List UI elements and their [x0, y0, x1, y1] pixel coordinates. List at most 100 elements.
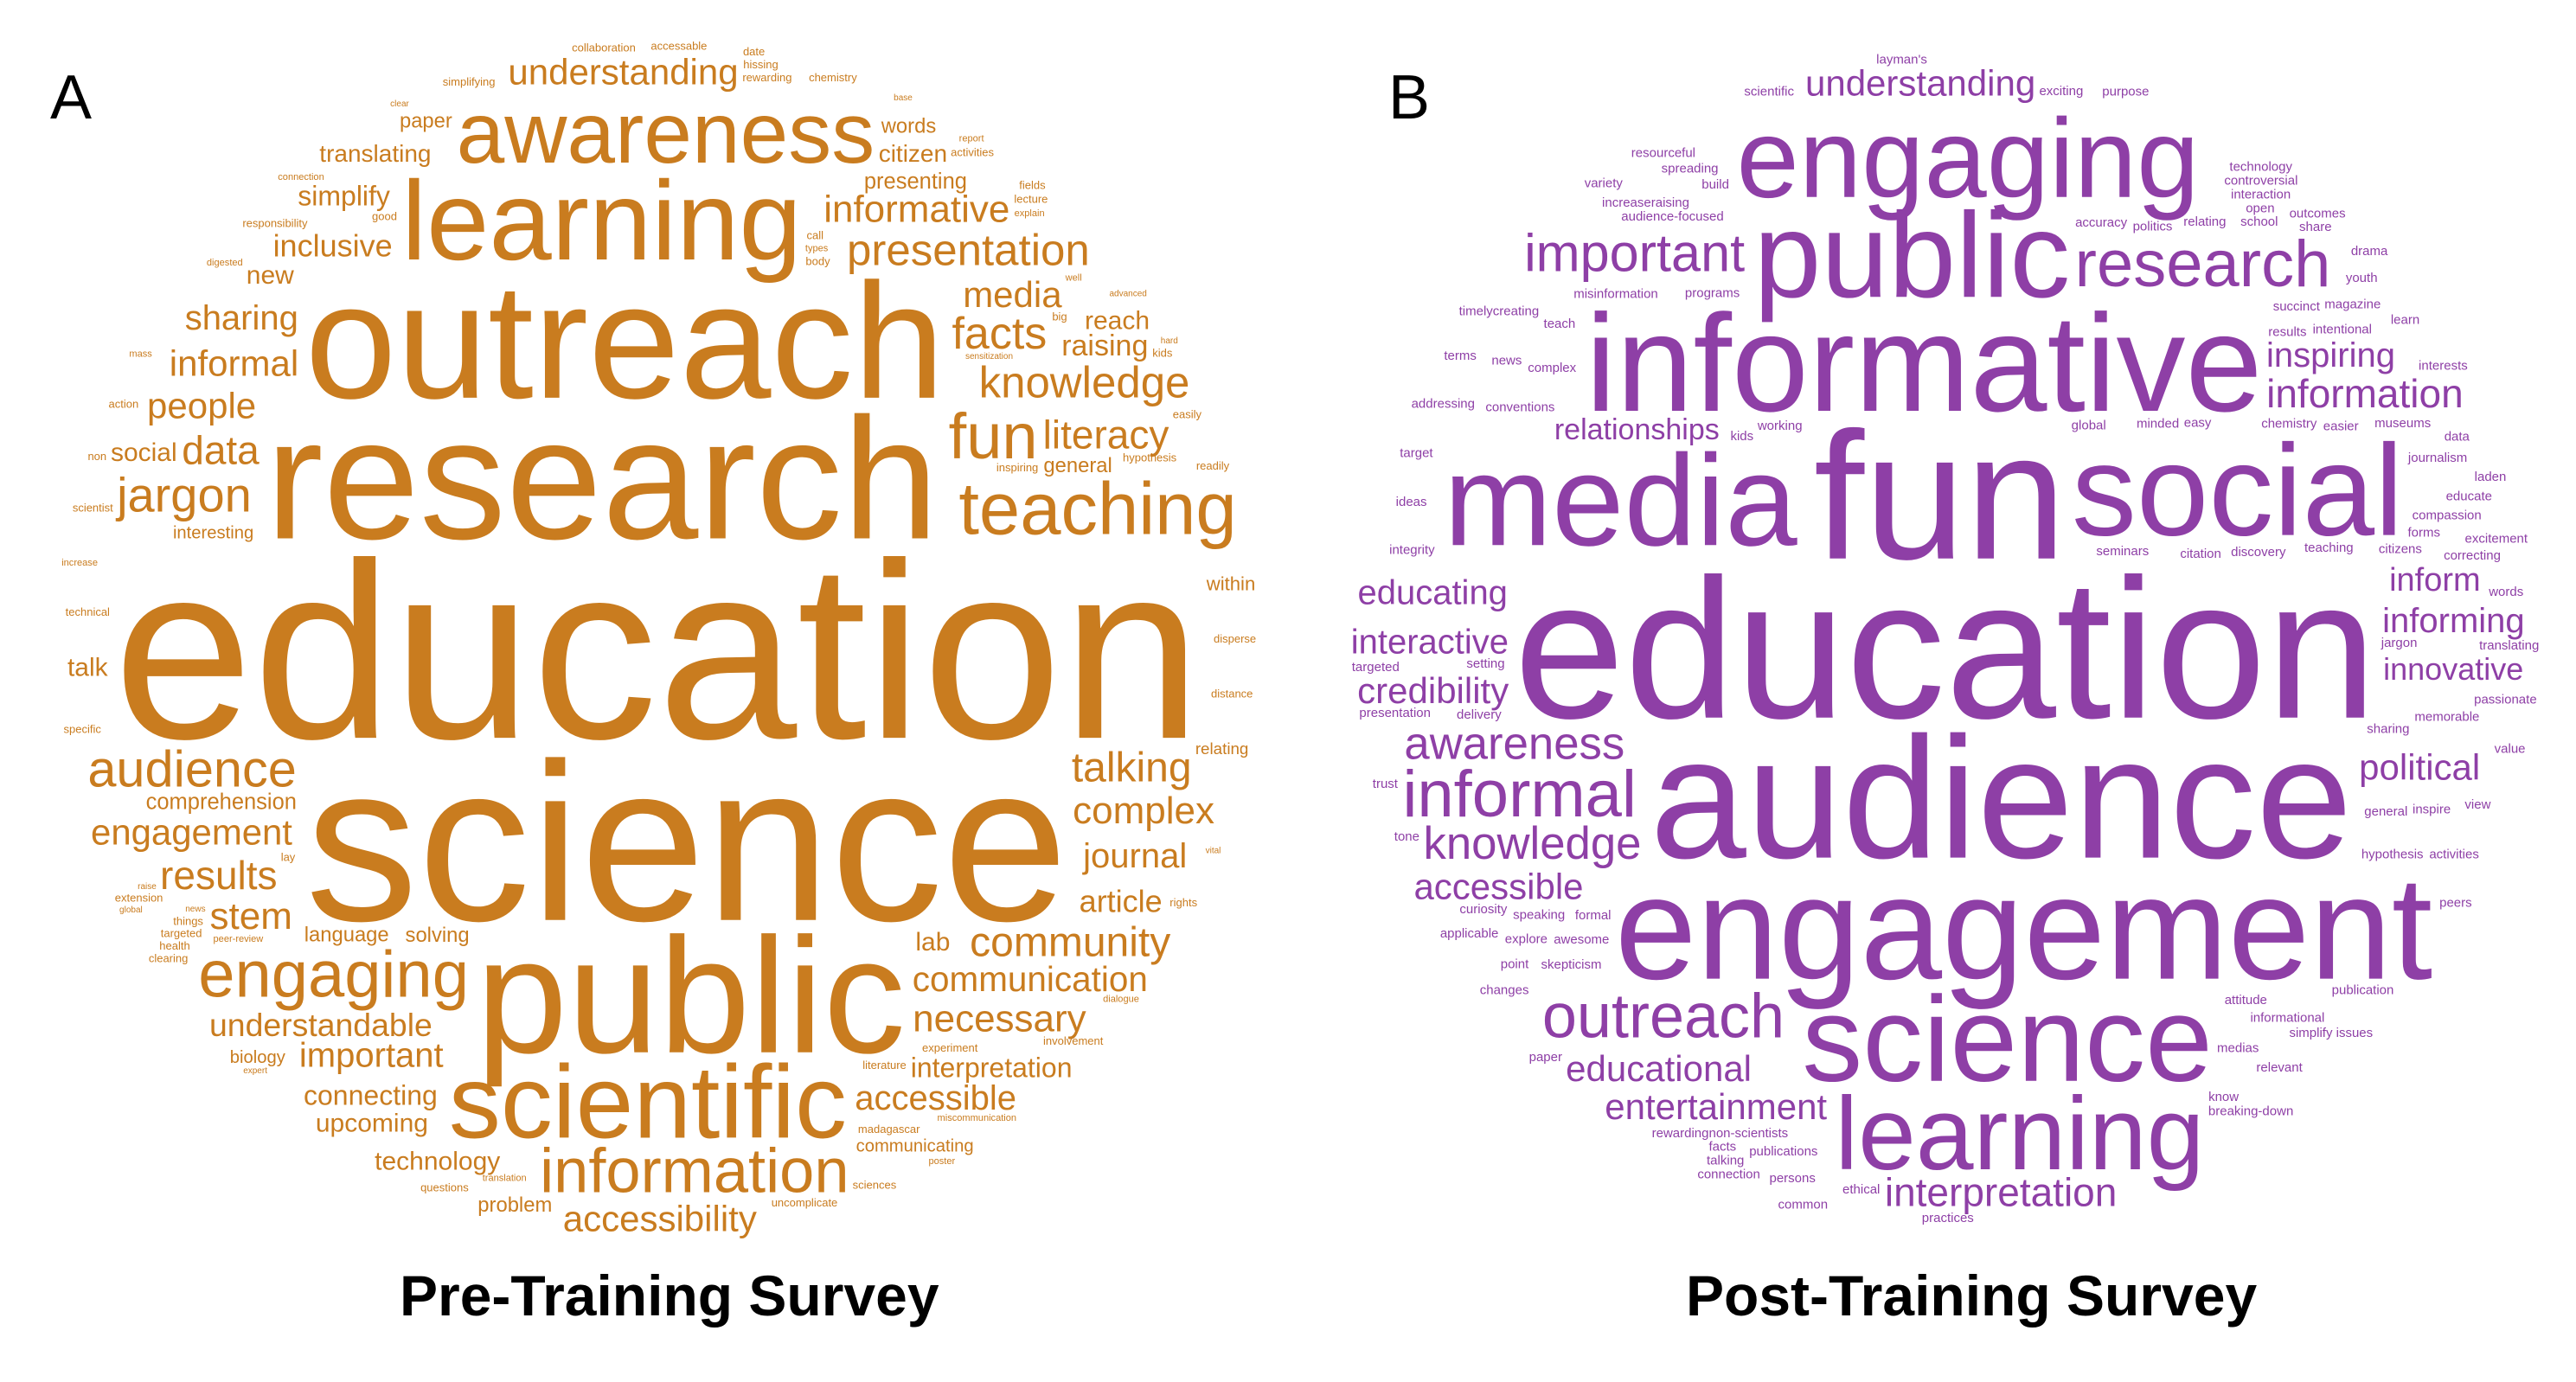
cloud-word: raising: [1061, 330, 1148, 362]
cloud-word: education: [1514, 538, 2377, 760]
panel-a: A education science research outreach public…: [50, 40, 1256, 1328]
cloud-word: uncomplicate: [772, 1196, 838, 1209]
cloud-word: non: [87, 450, 106, 463]
cloud-word: resourceful: [1631, 146, 1695, 161]
cloud-word: words: [881, 115, 937, 138]
cloud-word: delivery: [1457, 707, 1502, 722]
cloud-word: awareness: [1404, 718, 1624, 769]
cloud-word: accessible: [855, 1079, 1016, 1117]
cloud-word: point: [1501, 957, 1529, 972]
cloud-word: targeted: [161, 926, 202, 939]
cloud-word: programs: [1685, 286, 1740, 301]
cloud-word: madagascar: [858, 1123, 920, 1136]
cloud-word: skepticism: [1541, 957, 1601, 972]
caption-pre-training: Pre-Training Survey: [400, 1264, 939, 1328]
cloud-word: inspire: [2413, 803, 2451, 817]
cloud-word: types: [805, 244, 829, 254]
cloud-word: important: [1524, 224, 1745, 283]
cloud-word: citizen: [879, 140, 947, 167]
cloud-word: inspiring: [996, 461, 1038, 474]
cloud-word: accessibility: [563, 1198, 757, 1238]
cloud-word: seminars: [2096, 544, 2149, 559]
cloud-word: layman's: [1876, 53, 1927, 67]
cloud-word: public: [1754, 187, 2071, 323]
cloud-word: big: [1052, 310, 1067, 323]
cloud-word: applicable: [1440, 926, 1499, 941]
cloud-word: global: [2072, 419, 2106, 433]
cloud-word: learning: [401, 157, 802, 284]
cloud-word: increaseraising: [1602, 195, 1689, 210]
cloud-word: ideas: [1396, 495, 1427, 509]
cloud-word: connecting: [304, 1080, 438, 1111]
cloud-word: publication: [2332, 983, 2394, 998]
cloud-word: informal: [170, 343, 298, 384]
cloud-word: solving: [406, 924, 470, 947]
cloud-word: drama: [2351, 244, 2388, 259]
cloud-word: awesome: [1554, 932, 1609, 947]
cloud-word: stem: [210, 895, 292, 937]
cloud-word: science: [305, 718, 1068, 969]
cloud-word: correcting: [2444, 548, 2501, 563]
cloud-word: accessible: [1413, 867, 1583, 907]
cloud-word: simplifying: [443, 75, 496, 88]
cloud-word: timelycreating: [1459, 304, 1540, 318]
cloud-word: compassion: [2413, 508, 2482, 522]
cloud-word: relationships: [1554, 413, 1720, 446]
cloud-word: media: [1444, 427, 1797, 573]
cloud-word: people: [147, 385, 256, 425]
cloud-word: literacy: [1043, 413, 1169, 457]
cloud-word: connection: [278, 172, 324, 182]
cloud-word: talking: [1072, 745, 1192, 791]
cloud-word: facts: [952, 309, 1047, 359]
cloud-word: politics: [2133, 219, 2173, 234]
cloud-word: complex: [1528, 361, 1576, 375]
cloud-word: translating: [319, 140, 431, 167]
panel-letter-a: A: [50, 63, 93, 132]
cloud-word: build: [1701, 177, 1729, 192]
cloud-word: spreading: [1662, 161, 1719, 176]
cloud-word: informative: [1586, 285, 2263, 440]
cloud-word: interesting: [173, 524, 253, 543]
cloud-word: talking: [1707, 1154, 1744, 1168]
cloud-word: learning: [1835, 1076, 2204, 1192]
cloud-word: tone: [1394, 829, 1419, 844]
cloud-word: laden: [2475, 470, 2507, 484]
cloud-word: educating: [1357, 573, 1507, 611]
cloud-word: minded: [2137, 417, 2179, 432]
cloud-word: magazine: [2324, 297, 2381, 311]
cloud-word: readily: [1196, 459, 1230, 472]
cloud-word: jargon: [2381, 636, 2418, 650]
cloud-word: innovative: [2383, 651, 2523, 687]
cloud-word: explore: [1505, 932, 1548, 947]
cloud-word: body: [805, 255, 830, 268]
cloud-word: fields: [1019, 178, 1046, 191]
cloud-word: biology: [230, 1048, 286, 1067]
cloud-word: sharing: [2367, 722, 2409, 737]
cloud-word: article: [1080, 883, 1163, 918]
cloud-word: engaging: [198, 938, 469, 1012]
cloud-word: things: [173, 914, 203, 927]
cloud-word: working: [1757, 419, 1803, 433]
cloud-word: journalism: [2407, 451, 2467, 465]
cloud-word: scientific: [1744, 85, 1794, 99]
cloud-word: teaching: [958, 468, 1236, 550]
cloud-word: outreach: [1542, 982, 1785, 1052]
cloud-word: youth: [2346, 271, 2378, 285]
cloud-word: paper: [1529, 1050, 1562, 1065]
cloud-word: audience: [1650, 702, 2353, 895]
cloud-word: general: [1043, 454, 1112, 477]
cloud-word: translation: [483, 1173, 527, 1183]
cloud-word: inclusive: [273, 228, 393, 264]
cloud-word: science: [1802, 971, 2213, 1107]
cloud-word: formal: [1575, 908, 1612, 923]
cloud-word: expert: [243, 1066, 267, 1076]
cloud-word: passionate: [2474, 692, 2537, 707]
cloud-word: reach: [1085, 306, 1150, 335]
cloud-word: facts: [1708, 1140, 1736, 1155]
cloud-word: date: [743, 45, 765, 58]
cloud-word: intentional: [2313, 323, 2372, 337]
cloud-word: data: [2445, 430, 2470, 445]
cloud-word: purpose: [2102, 85, 2149, 99]
cloud-word: misinformation: [1573, 287, 1658, 302]
